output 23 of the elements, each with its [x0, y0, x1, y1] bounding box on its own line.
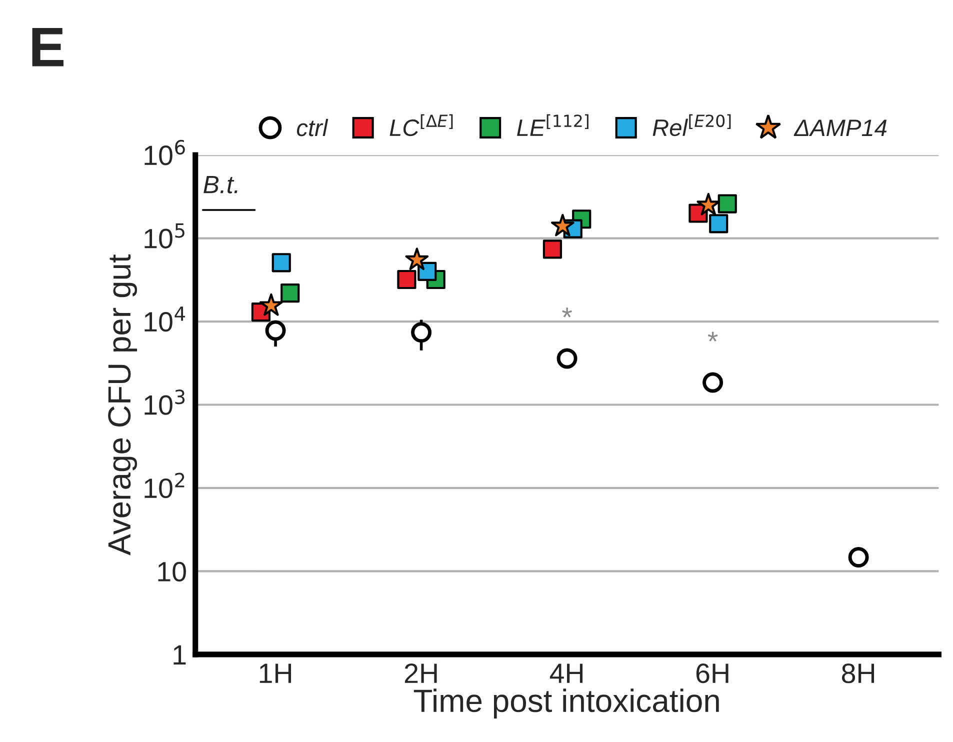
x-tick-label: 8H: [842, 664, 874, 684]
legend-label: LE$^{[112]}$: [517, 114, 588, 136]
legend-label: ctrl: [296, 118, 328, 136]
annotation: B.t.: [204, 176, 238, 194]
legend-label: Rel$^{[E20]}$: [652, 114, 731, 136]
legend-label: LC$^{[ΔE]}$: [390, 114, 453, 136]
legend-label: ΔAMP14: [794, 120, 887, 136]
x-tick-label: 2H: [404, 664, 437, 683]
x-tick-label: 6H: [696, 664, 728, 684]
y-tick-label: 10: [158, 562, 186, 582]
y-tick-label: 10$^{5}$: [144, 223, 184, 248]
x-tick-label: 4H: [550, 664, 583, 683]
y-tick-label: 10$^{6}$: [144, 140, 185, 166]
y-tick-label: 10$^{3}$: [144, 390, 185, 415]
y-tick-label: 10$^{2}$: [144, 472, 184, 498]
x-tick-label: 1H: [260, 664, 292, 683]
text: E: [32, 28, 64, 66]
annotation: *: [708, 332, 718, 342]
y-axis-title: Average CFU per gut: [108, 254, 138, 556]
y-tick-label: 10$^{4}$: [144, 306, 186, 332]
annotation: *: [562, 308, 572, 318]
x-axis-title: Time post intoxication: [414, 688, 719, 718]
y-tick-label: 1: [174, 645, 186, 665]
